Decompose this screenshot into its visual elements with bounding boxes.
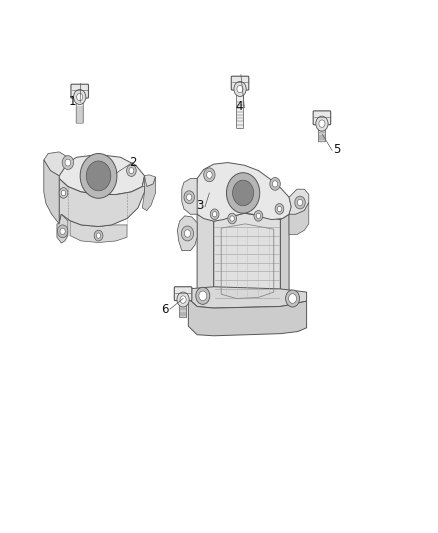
Circle shape bbox=[277, 206, 282, 212]
Circle shape bbox=[127, 165, 136, 176]
Polygon shape bbox=[177, 216, 197, 251]
Polygon shape bbox=[142, 175, 155, 187]
Circle shape bbox=[319, 120, 325, 127]
Circle shape bbox=[96, 233, 101, 238]
Circle shape bbox=[234, 82, 246, 96]
FancyBboxPatch shape bbox=[71, 84, 88, 98]
Circle shape bbox=[184, 191, 194, 204]
Text: 2: 2 bbox=[129, 156, 137, 169]
Polygon shape bbox=[188, 298, 307, 336]
FancyBboxPatch shape bbox=[313, 111, 331, 125]
Polygon shape bbox=[182, 179, 197, 214]
FancyBboxPatch shape bbox=[180, 305, 187, 318]
Circle shape bbox=[275, 204, 284, 214]
Circle shape bbox=[199, 291, 207, 301]
Circle shape bbox=[181, 226, 194, 241]
Circle shape bbox=[226, 173, 260, 213]
Polygon shape bbox=[194, 179, 197, 214]
Circle shape bbox=[94, 230, 103, 241]
FancyBboxPatch shape bbox=[237, 95, 244, 128]
Circle shape bbox=[180, 296, 186, 303]
Text: 3: 3 bbox=[196, 199, 204, 212]
Circle shape bbox=[177, 292, 189, 307]
Polygon shape bbox=[197, 214, 214, 304]
Text: 5: 5 bbox=[333, 143, 340, 156]
Circle shape bbox=[196, 287, 210, 304]
Circle shape bbox=[65, 159, 71, 166]
FancyBboxPatch shape bbox=[318, 130, 325, 142]
Circle shape bbox=[256, 213, 261, 219]
Polygon shape bbox=[142, 176, 155, 211]
FancyBboxPatch shape bbox=[76, 103, 83, 123]
Circle shape bbox=[270, 177, 280, 190]
Circle shape bbox=[60, 228, 65, 235]
Polygon shape bbox=[44, 160, 59, 224]
Circle shape bbox=[57, 225, 68, 238]
Circle shape bbox=[187, 194, 192, 200]
Polygon shape bbox=[188, 287, 307, 308]
Circle shape bbox=[228, 213, 237, 224]
FancyBboxPatch shape bbox=[174, 287, 192, 301]
FancyBboxPatch shape bbox=[231, 76, 249, 90]
Polygon shape bbox=[59, 176, 145, 227]
Circle shape bbox=[59, 188, 68, 198]
Circle shape bbox=[295, 196, 305, 209]
Circle shape bbox=[212, 212, 217, 217]
Circle shape bbox=[184, 230, 191, 237]
Text: 4: 4 bbox=[236, 100, 243, 113]
Circle shape bbox=[272, 181, 278, 187]
Circle shape bbox=[129, 168, 134, 174]
Polygon shape bbox=[57, 214, 68, 243]
Circle shape bbox=[233, 180, 254, 206]
Polygon shape bbox=[280, 214, 289, 301]
Circle shape bbox=[230, 216, 234, 221]
Circle shape bbox=[80, 154, 117, 198]
Polygon shape bbox=[289, 203, 309, 235]
Circle shape bbox=[86, 161, 111, 191]
Circle shape bbox=[77, 93, 83, 101]
Polygon shape bbox=[289, 189, 309, 214]
Circle shape bbox=[61, 190, 66, 196]
Text: 6: 6 bbox=[161, 303, 169, 316]
Circle shape bbox=[204, 168, 215, 182]
Circle shape bbox=[62, 156, 74, 169]
Polygon shape bbox=[214, 213, 280, 309]
Circle shape bbox=[289, 294, 297, 303]
Circle shape bbox=[297, 199, 303, 206]
Circle shape bbox=[207, 171, 212, 178]
Circle shape bbox=[237, 85, 243, 93]
Circle shape bbox=[74, 90, 86, 104]
Circle shape bbox=[210, 209, 219, 220]
Circle shape bbox=[286, 290, 300, 307]
Polygon shape bbox=[59, 155, 145, 195]
Circle shape bbox=[316, 116, 328, 131]
Polygon shape bbox=[70, 221, 127, 243]
Polygon shape bbox=[44, 152, 68, 176]
Circle shape bbox=[254, 211, 263, 221]
Text: 1: 1 bbox=[69, 95, 77, 108]
Polygon shape bbox=[194, 163, 291, 221]
